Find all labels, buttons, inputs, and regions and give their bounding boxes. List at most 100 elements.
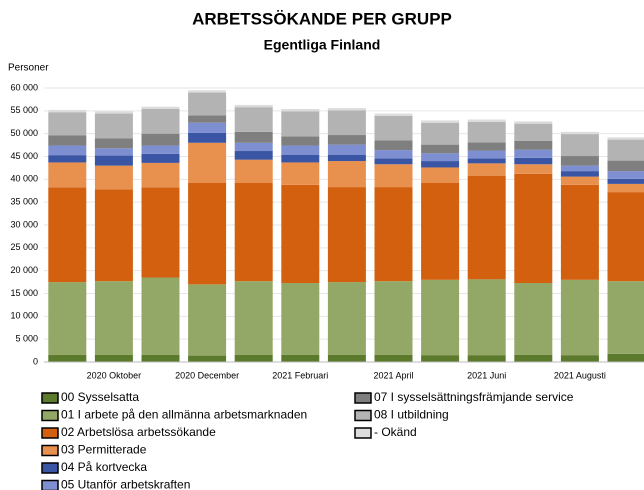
- bar-segment: [467, 163, 506, 176]
- bar-segment: [141, 109, 180, 134]
- bar-segment: [467, 175, 506, 280]
- bar-segment: [374, 158, 413, 165]
- bar-segment: [48, 112, 87, 136]
- y-axis-label: Personer: [8, 63, 49, 74]
- bar-segment: [607, 281, 644, 354]
- bar-segment: [467, 142, 506, 151]
- bar-segment: [467, 355, 506, 362]
- bar-segment: [234, 142, 273, 152]
- bar-segment: [560, 165, 599, 172]
- bar-segment: [607, 137, 644, 140]
- bar-segment: [188, 115, 227, 123]
- bar-segment: [607, 171, 644, 179]
- legend-swatch: [354, 392, 372, 404]
- bar-segment: [327, 144, 366, 155]
- bar-segment: [281, 154, 320, 163]
- bar-segment: [48, 187, 87, 283]
- bar-segment: [48, 135, 87, 146]
- bar-segment: [607, 139, 644, 161]
- y-tick-label: 40 000: [10, 174, 38, 184]
- x-tick-label: 2021 Juni: [467, 370, 506, 380]
- bar-segment: [188, 92, 227, 116]
- bar-segment: [467, 121, 506, 143]
- bar-segment: [327, 135, 366, 145]
- bar-segment: [514, 149, 553, 158]
- legend-label: 04 På kortvecka: [61, 460, 147, 474]
- chart-title: ARBETSSÖKANDE PER GRUPP: [192, 9, 452, 28]
- bar-segment: [560, 156, 599, 166]
- legend-swatch: [354, 427, 372, 439]
- bar-segment: [327, 161, 366, 188]
- y-tick-label: 5 000: [15, 334, 38, 344]
- bar-segment: [141, 187, 180, 278]
- bar-segment: [327, 110, 366, 136]
- bar-segment: [141, 145, 180, 154]
- bar-segment: [94, 113, 133, 139]
- bar-segment: [141, 133, 180, 146]
- bar-segment: [514, 140, 553, 150]
- legend-label: 08 I utbildning: [374, 408, 449, 422]
- bar-segment: [281, 282, 320, 355]
- bar-segment: [188, 284, 227, 356]
- bar-segment: [374, 140, 413, 151]
- bar-segment: [281, 184, 320, 283]
- bar-segment: [374, 150, 413, 159]
- bar-segment: [94, 165, 133, 190]
- bar-segment: [141, 277, 180, 355]
- bar-segment: [234, 104, 273, 108]
- bar-segment: [94, 281, 133, 355]
- x-tick-label: 2020 December: [175, 370, 239, 380]
- bar-segment: [607, 160, 644, 172]
- y-tick-label: 25 000: [10, 242, 38, 252]
- legend-label: 00 Sysselsatta: [61, 390, 139, 404]
- bar-segment: [141, 162, 180, 188]
- bar-segment: [514, 121, 553, 124]
- bar-segment: [514, 164, 553, 174]
- legend-swatch: [41, 462, 59, 474]
- bar-segment: [327, 354, 366, 362]
- x-tick-label: 2021 April: [373, 370, 413, 380]
- bar-segment: [421, 122, 460, 145]
- legend-swatch: [41, 392, 59, 404]
- bar-segment: [94, 155, 133, 166]
- bar-segment: [234, 182, 273, 282]
- bar-segment: [421, 153, 460, 162]
- bar-segment: [94, 148, 133, 156]
- bar-segment: [514, 157, 553, 165]
- y-tick-label: 20 000: [10, 265, 38, 275]
- legend-label: 07 I sysselsättningsfrämjande service: [374, 390, 574, 404]
- bar-segment: [234, 159, 273, 183]
- bar-segment: [48, 109, 87, 113]
- bar-segment: [188, 355, 227, 362]
- legend-label: 03 Permitterade: [61, 443, 147, 457]
- bar-segment: [94, 189, 133, 282]
- x-tick-label: 2021 Februari: [272, 370, 328, 380]
- bar-segment: [48, 145, 87, 156]
- bar-segment: [374, 164, 413, 188]
- bar-segment: [281, 354, 320, 362]
- bar-segment: [374, 354, 413, 362]
- bar-segment: [281, 111, 320, 137]
- bar-segment: [234, 281, 273, 355]
- legend-swatch: [41, 479, 59, 490]
- bar-segment: [560, 355, 599, 362]
- bar-segment: [607, 192, 644, 282]
- bar-segment: [48, 162, 87, 188]
- bar-segment: [94, 354, 133, 362]
- y-tick-label: 30 000: [10, 219, 38, 229]
- bar-segment: [94, 138, 133, 149]
- bar-segment: [560, 184, 599, 280]
- bar-segment: [514, 123, 553, 141]
- bar-segment: [560, 171, 599, 177]
- bar-segment: [374, 115, 413, 141]
- bar-segment: [141, 354, 180, 362]
- bar-segment: [560, 131, 599, 135]
- bar-segment: [560, 134, 599, 157]
- bar-segment: [467, 279, 506, 356]
- bar-segment: [281, 162, 320, 185]
- y-tick-label: 15 000: [10, 288, 38, 298]
- bar-segment: [281, 145, 320, 155]
- legend-label: - Okänd: [374, 425, 417, 439]
- bar-segment: [48, 282, 87, 355]
- y-tick-label: 50 000: [10, 128, 38, 138]
